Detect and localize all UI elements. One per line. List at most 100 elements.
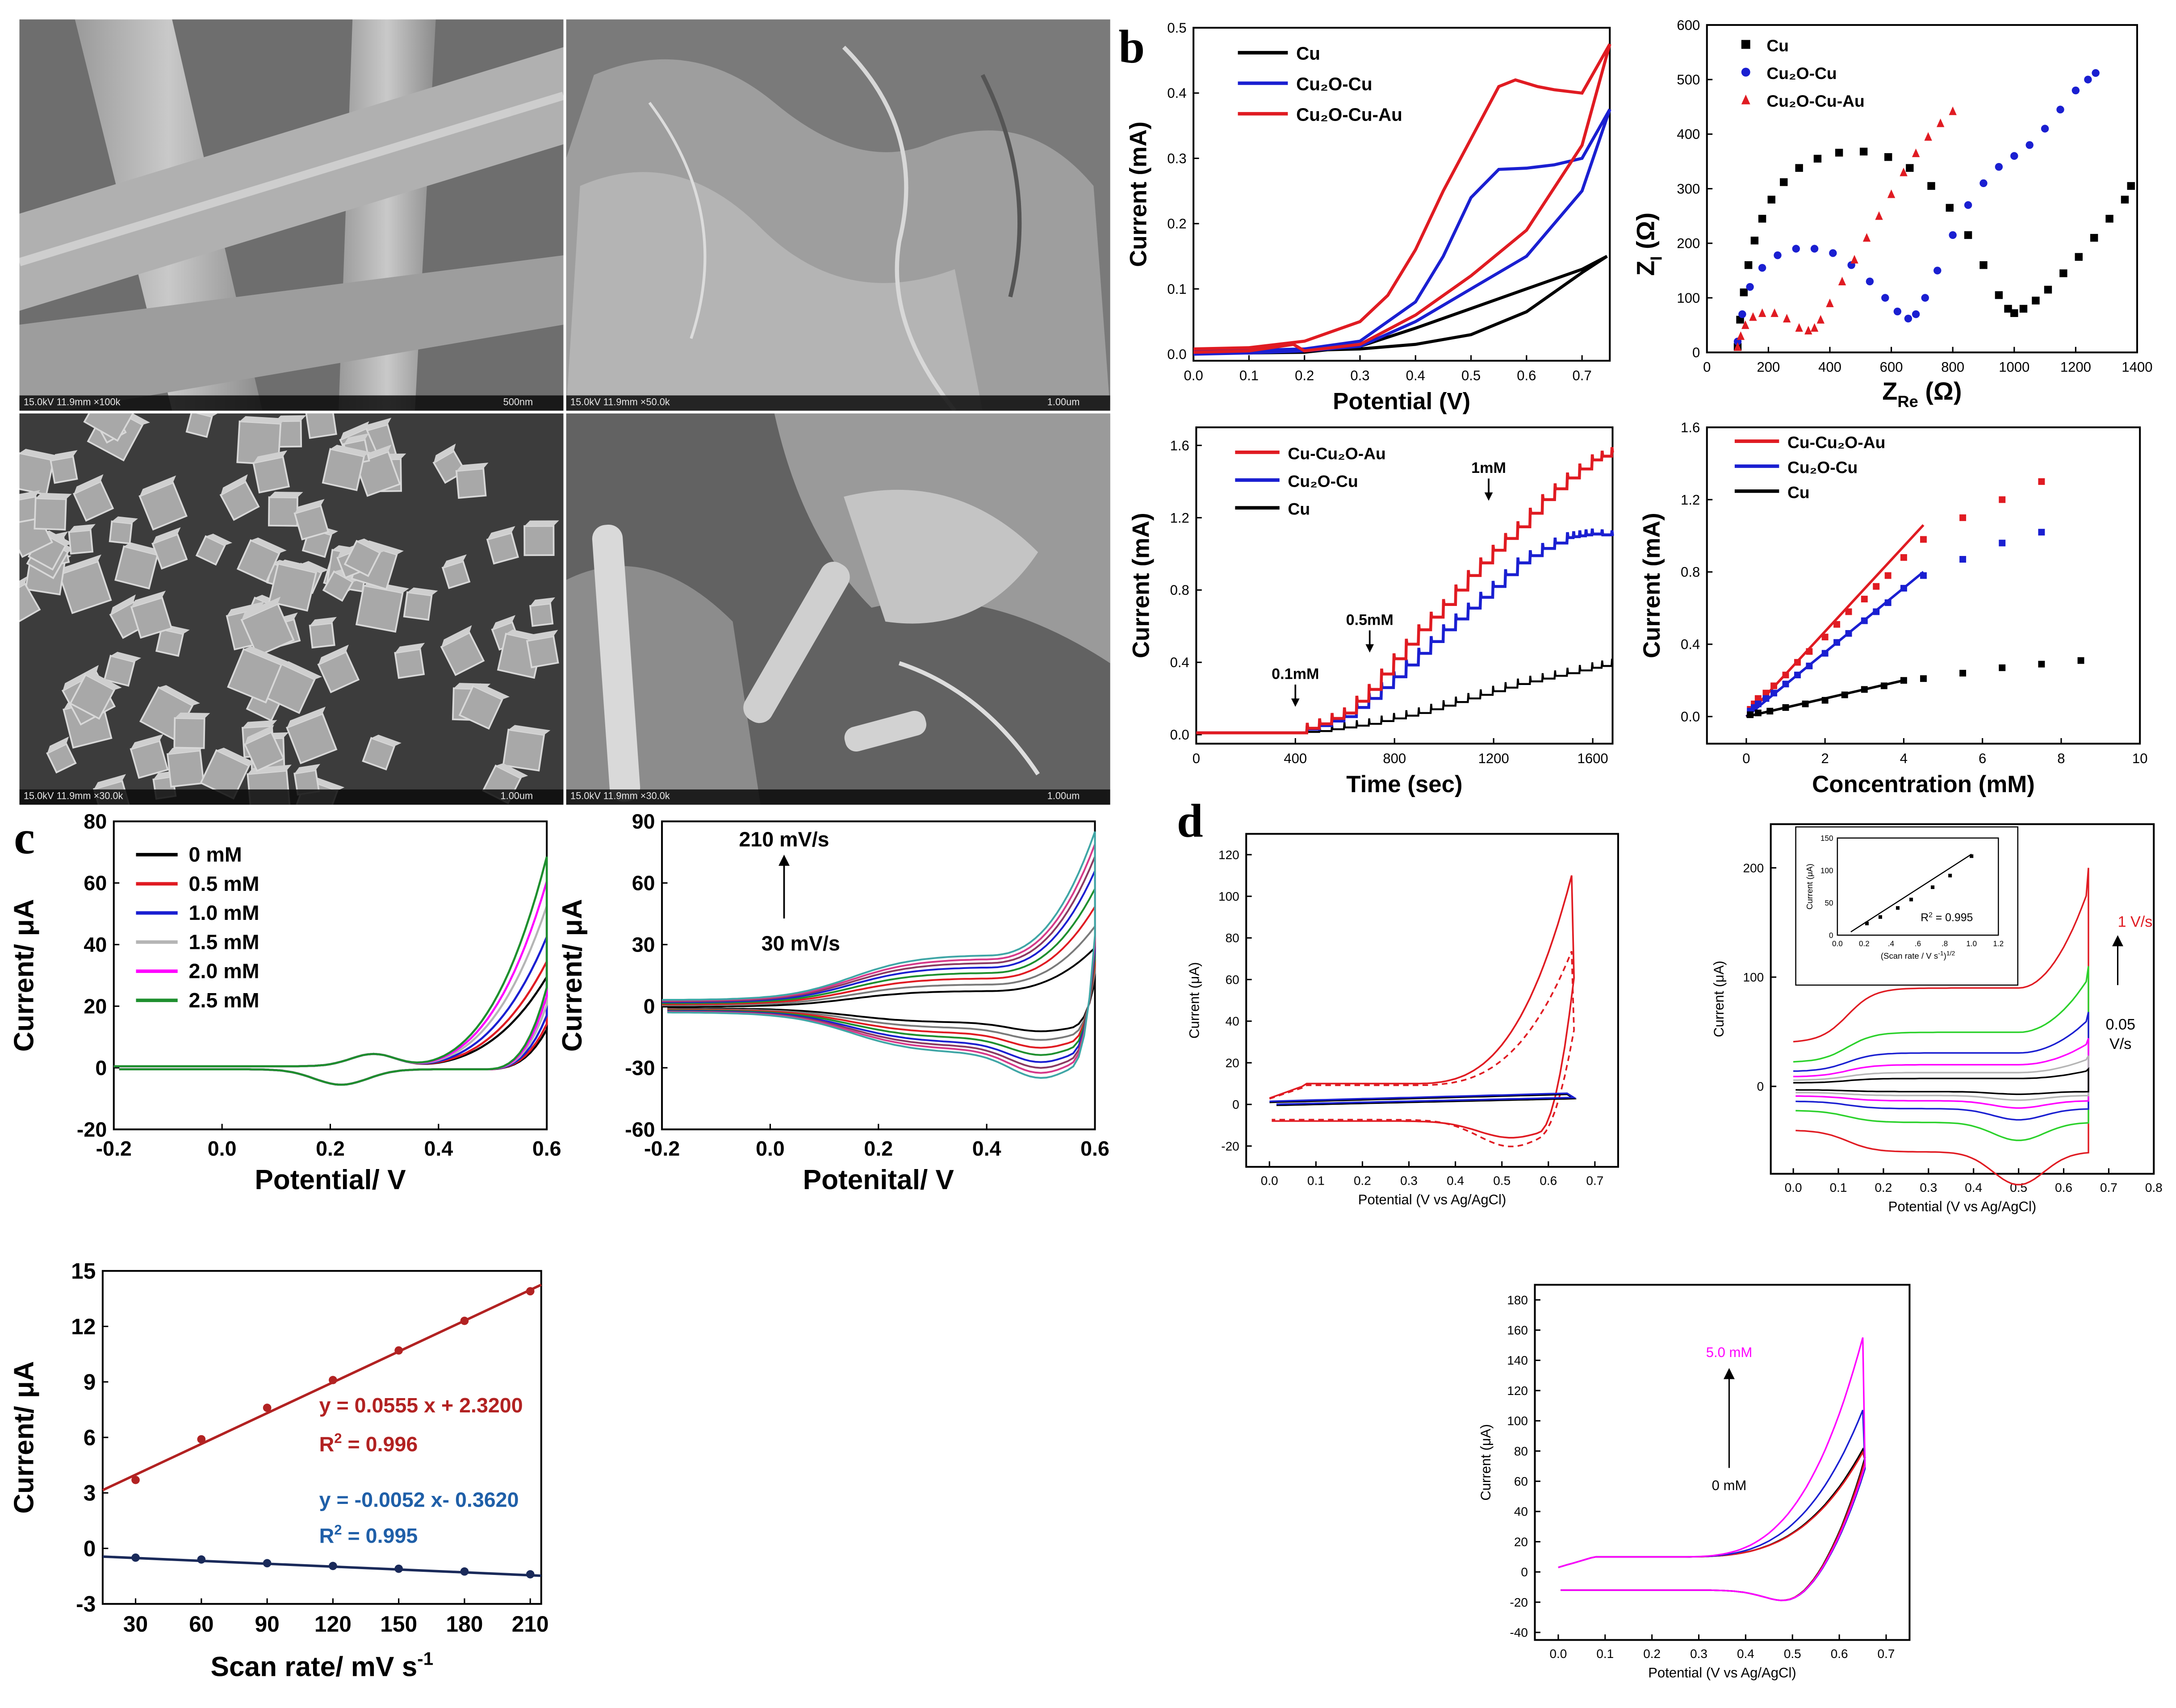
data-point: [1841, 691, 1848, 698]
chart-amperometry: 0 400 800 1200 1600 0.0 0.4 0.8 1.2 1.6 Time (sec)…: [1128, 426, 1614, 798]
cube-face: [73, 480, 114, 522]
x-axis-label: Potential/ V: [255, 1165, 406, 1195]
data-point: [1794, 659, 1801, 666]
cube-crystal: [236, 537, 287, 583]
chart-cv-comparison: 0.0 0.1 0.2 0.3 0.4 0.5 0.6 0.7 0.0 0.1 0.2 0.3 0.4 0…: [1125, 20, 1611, 415]
plot-frame: [1193, 27, 1611, 362]
data-point: [1767, 196, 1775, 204]
data-point: [2025, 141, 2034, 149]
data-point: [1780, 178, 1788, 186]
data-point: [2032, 296, 2040, 305]
cube-top: [85, 672, 122, 690]
x-tick-label: 0.6: [2055, 1181, 2072, 1194]
y-tick-label: 300: [1677, 181, 1700, 196]
x-tick-label: 0.3: [1690, 1647, 1707, 1661]
cube-crystal: [73, 474, 114, 522]
x-tick-label: 600: [1880, 359, 1903, 375]
data-point: [2019, 305, 2028, 313]
x-tick-label: 0.1: [1596, 1647, 1614, 1661]
y-tick-label: 1.2: [1170, 510, 1189, 526]
cube-crystal: [455, 462, 489, 499]
plot-frame: [661, 820, 1096, 1131]
chart-nyquist: 0 200 400 600 800 1000 1200 1400 0 100 200 300 400 50…: [1635, 19, 2152, 410]
cube-face: [155, 628, 184, 657]
cube-top: [59, 554, 101, 575]
data-point: [2105, 215, 2113, 223]
cube-top: [94, 774, 126, 789]
y-tick-label: 0.0: [1170, 727, 1189, 743]
y-axis-label: Current/ μA: [14, 1361, 39, 1514]
x-tick-label: 0.0: [1550, 1647, 1567, 1661]
y-tick-label: 0.1: [1167, 281, 1186, 297]
y-tick-label: -20: [1510, 1595, 1528, 1609]
inset-data-point: [1865, 922, 1869, 926]
cube-face: [173, 717, 205, 749]
x-tick-label: 800: [1941, 359, 1964, 375]
data-point: [1904, 314, 1912, 323]
data-point: [1912, 148, 1920, 157]
y-tick-label: 600: [1677, 19, 1700, 33]
cube-face: [529, 602, 554, 627]
legend-label: Cu: [1296, 43, 1320, 64]
cv-series-line: [1793, 1067, 2089, 1095]
cube-top: [294, 499, 325, 514]
x-axis-label: Potential (V vs Ag/AgCl): [1888, 1199, 2036, 1215]
sem-cubes-texture: [19, 413, 564, 805]
cube-top: [63, 665, 99, 691]
data-point: [1758, 215, 1766, 223]
cube-crystal: [58, 554, 112, 614]
inset-x-tick-label: 1.2: [1993, 940, 2004, 948]
sem-fibers-texture: [19, 19, 564, 411]
data-point: [1816, 315, 1825, 324]
x-tick-label: 0.5: [2010, 1181, 2027, 1194]
data-point: [1774, 251, 1782, 259]
data-point: [1850, 255, 1858, 264]
data-point: [2090, 234, 2098, 242]
data-point: [2010, 152, 2018, 160]
inset-frame: [1837, 837, 1999, 936]
data-point: [1861, 686, 1868, 693]
data-point: [1959, 556, 1967, 563]
data-point: [1821, 634, 1829, 641]
data-point: [1744, 261, 1753, 269]
x-axis-label: Scan rate/ mV s-1: [211, 1649, 434, 1683]
fit-line: [102, 1555, 541, 1577]
data-point: [1754, 695, 1762, 702]
chart-scan-rate-fit: 30 60 90 120 150 180 210 -3 0 3 6 9 12 15 Current/ μA S…: [14, 1259, 549, 1683]
cube-crystal: [322, 444, 371, 491]
data-point: [1949, 231, 1957, 239]
chart-cv-concentration: -0.2 0.0 0.2 0.4 0.6 -20 0 20 40 60 80 Potential/ V…: [14, 810, 561, 1195]
data-point: [263, 1403, 272, 1412]
x-tick-label: 8: [2057, 751, 2065, 766]
data-point: [1754, 710, 1762, 717]
data-point: [1875, 211, 1883, 220]
cube-top: [340, 421, 369, 440]
data-point: [2075, 253, 2083, 261]
data-point: [2071, 86, 2080, 95]
x-tick-label: 1000: [1999, 359, 2030, 375]
cube-top: [251, 537, 287, 553]
y-axis-label: Current (μA): [1187, 962, 1202, 1039]
cube-crystal: [440, 625, 485, 676]
legend-label: Cu₂O-Cu-Au: [1766, 92, 1864, 110]
axis-label-subscript: I: [1647, 256, 1665, 261]
cube-face: [19, 452, 54, 496]
cube-face: [103, 655, 136, 687]
x-tick-label: 0.4: [1447, 1173, 1464, 1187]
cv-series-line: [1793, 1038, 2089, 1109]
equation-text: y = 0.0555 x + 2.3200: [319, 1394, 523, 1417]
x-axis-label: Potential (V vs Ag/AgCl): [1358, 1192, 1506, 1207]
data-point: [1906, 164, 1914, 172]
data-point: [1845, 608, 1852, 615]
cube-crystal: [240, 597, 295, 657]
y-tick-label: 500: [1677, 72, 1700, 88]
chart-d-cv-concentration: 0.0 0.1 0.2 0.3 0.4 0.5 0.6 0.7 -40 -20 0 20 40 60 80 1…: [1478, 1284, 1911, 1681]
legend-label: Cu₂O-Cu: [1766, 64, 1837, 83]
cube-crystal: [394, 643, 425, 679]
inset-background: [1795, 826, 2019, 986]
annotation-label: 30 mV/s: [762, 931, 840, 955]
sem-info-bar: 15.0kV 11.9mm ×50.0k 1.00um: [566, 395, 1110, 411]
cube-crystal: [523, 520, 559, 556]
x-tick-label: 0.1: [1307, 1173, 1325, 1187]
amperometry-series-line: [1196, 528, 1614, 735]
